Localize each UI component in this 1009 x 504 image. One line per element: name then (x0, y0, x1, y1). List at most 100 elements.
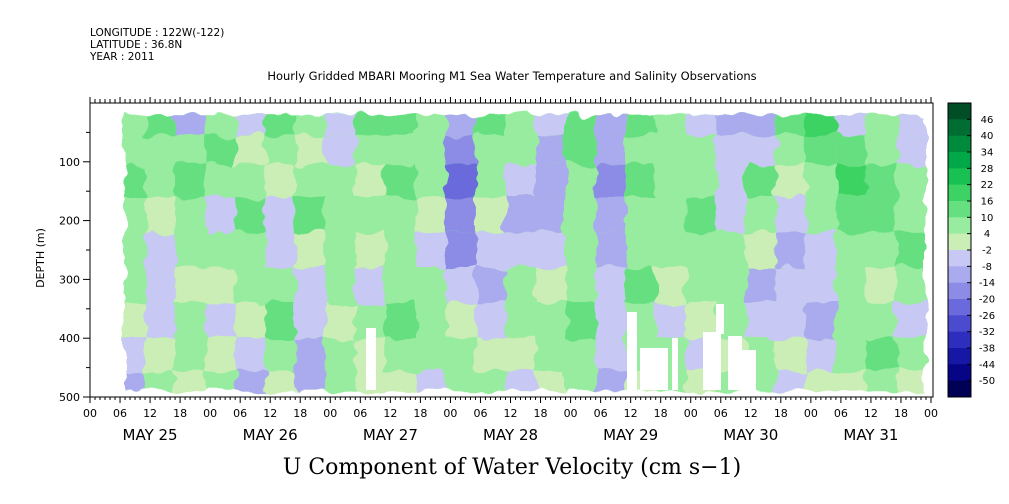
heatmap-cell (175, 370, 206, 392)
x-tick-label: 06 (353, 407, 367, 420)
heatmap-cell (565, 164, 596, 198)
colorbar-swatch (948, 380, 971, 398)
missing-data-patch (728, 336, 742, 390)
colorbar-swatch (948, 201, 971, 218)
heatmap-cell (475, 164, 506, 198)
heatmap-cell (145, 267, 176, 303)
y-tick-label: 400 (59, 332, 80, 345)
missing-data-patch (627, 312, 637, 390)
heatmap-cell (805, 135, 836, 165)
heatmap-cell (895, 338, 926, 371)
heatmap-cell (125, 197, 146, 233)
colorbar-label: -20 (979, 295, 995, 306)
colorbar-swatch (948, 103, 971, 120)
heatmap-cell (445, 302, 476, 339)
heatmap-cell (835, 197, 866, 233)
colorbar-label: 40 (981, 131, 994, 142)
heatmap-cell (415, 197, 446, 233)
x-tick-label: 06 (113, 407, 127, 420)
heatmap-cell (445, 135, 476, 165)
colorbar-swatch (948, 266, 971, 284)
colorbar-label: -26 (979, 311, 995, 322)
missing-data-patch (366, 328, 376, 390)
heatmap-cell (325, 135, 356, 165)
heatmap-cell (865, 135, 896, 165)
heatmap-cell (895, 267, 926, 303)
heatmap-cell (445, 267, 476, 303)
heatmap-cell (835, 135, 866, 165)
heatmap-cell (145, 338, 176, 371)
heatmap-cell (295, 135, 326, 165)
heatmap-cell (805, 370, 836, 392)
heatmap-cell (715, 267, 746, 303)
heatmap-cell (265, 164, 296, 198)
heatmap-cell (125, 338, 146, 371)
heatmap-cell (385, 114, 416, 136)
heatmap-cell (715, 232, 746, 268)
heatmap-cell (325, 114, 356, 136)
colorbar-label: -32 (979, 327, 995, 338)
x-tick-label: 06 (473, 407, 487, 420)
heatmap-cell (175, 197, 206, 233)
x-tick-label: 00 (924, 407, 938, 420)
heatmap-cell (895, 197, 926, 233)
day-label: MAY 28 (483, 426, 538, 444)
colorbar-swatch (948, 250, 971, 267)
heatmap-cell (775, 267, 806, 303)
heatmap-cell (685, 267, 716, 303)
x-axis: 00 06 12 18 00 06 12 18 00 06 12 18 00 06 12 18 00 06 12 18… (83, 397, 938, 420)
heatmap-cell (835, 114, 866, 136)
heatmap-cell (655, 197, 686, 233)
heatmap-cell (475, 197, 506, 233)
heatmap-cell (385, 370, 416, 392)
heatmap-cell (775, 338, 806, 371)
heatmap-cell (205, 197, 236, 233)
x-tick-label: 18 (413, 407, 427, 420)
missing-data-masks (366, 304, 756, 390)
heatmap-cell (715, 114, 746, 136)
heatmap-cell (625, 197, 656, 233)
heatmap-cell (415, 302, 446, 339)
heatmap-cell (505, 232, 536, 268)
heatmap-cell (445, 114, 476, 136)
heatmap-cell (535, 164, 566, 198)
heatmap-cell (475, 232, 506, 268)
heatmap-cell (175, 164, 206, 198)
heatmap-cell (745, 197, 776, 233)
x-tick-label: 12 (624, 407, 638, 420)
heatmap-cell (355, 267, 386, 303)
heatmap-cell (355, 135, 386, 165)
heatmap-cell (505, 370, 536, 392)
heatmap-cell (595, 267, 626, 303)
heatmap-cell (125, 232, 146, 268)
heatmap-cell (715, 164, 746, 198)
heatmap-cell (415, 370, 446, 392)
colorbar-label: -2 (982, 246, 992, 257)
colorbar-label: 46 (981, 115, 994, 126)
heatmap-cell (445, 370, 476, 392)
heatmap-cell (415, 232, 446, 268)
colorbar-label: 4 (984, 229, 990, 240)
heatmap-cell (205, 267, 236, 303)
heatmap-cell (475, 338, 506, 371)
longitude-label: LONGITUDE : 122W(-122) (90, 27, 224, 39)
heatmap-cell (775, 197, 806, 233)
heatmap-cell (565, 302, 596, 339)
heatmap-cell (145, 370, 176, 392)
x-tick-label: 12 (504, 407, 518, 420)
x-tick-label: 06 (714, 407, 728, 420)
heatmap-cell (745, 267, 776, 303)
heatmap-cell (295, 338, 326, 371)
heatmap-cell (625, 267, 656, 303)
heatmap-cell (895, 232, 926, 268)
heatmap-cell (565, 197, 596, 233)
heatmap-cell (505, 164, 536, 198)
colorbar-label: 22 (981, 180, 994, 191)
heatmap-cell (775, 135, 806, 165)
missing-data-patch (703, 332, 721, 390)
colorbar-label: 16 (981, 197, 994, 208)
heatmap-cell (295, 232, 326, 268)
heatmap-cell (205, 114, 236, 136)
y-tick-label: 500 (59, 391, 80, 404)
heatmap-cell (595, 135, 626, 165)
